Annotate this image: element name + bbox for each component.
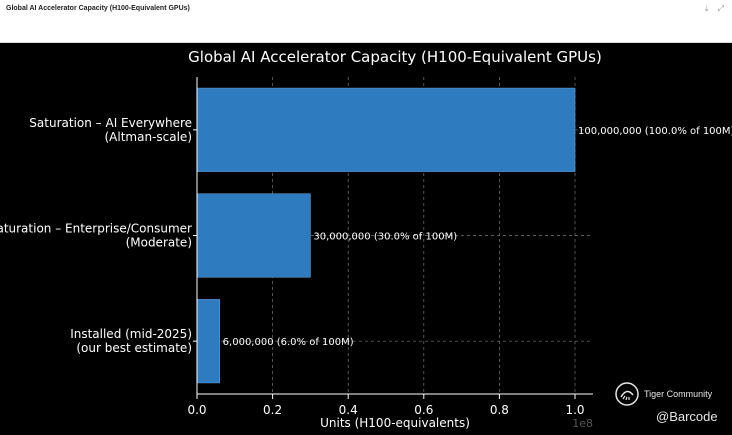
x-tick-label: 0.0: [187, 403, 206, 417]
download-icon[interactable]: ⤓: [705, 4, 709, 13]
bar: [196, 193, 311, 278]
watermark-handle: @Barcode: [656, 409, 718, 424]
data-label: 6,000,000 (6.0% of 100M): [223, 337, 354, 348]
category-label: Saturation – AI Everywhere (Altman-scale): [29, 116, 192, 144]
data-labels: 100,000,000 (100.0% of 100M) 30,000,000 (…: [223, 126, 732, 348]
category-label: Saturation – Enterprise/Consumer (Moderat…: [0, 222, 192, 250]
x-tick-label: 1.0: [565, 403, 584, 417]
x-offset-label: 1e8: [572, 417, 593, 430]
category-labels: Saturation – AI Everywhere (Altman-scale)…: [0, 116, 197, 355]
tiger-logo-icon: [615, 382, 639, 406]
bar-chart: Global AI Accelerator Capacity (H100-Equ…: [0, 48, 732, 430]
bar: [196, 299, 220, 384]
x-axis-label: Units (H100-equivalents): [320, 416, 470, 430]
window-titlebar: Global AI Accelerator Capacity (H100-Equ…: [0, 0, 732, 43]
x-tick-label: 0.2: [263, 403, 282, 417]
watermark-brand: Tiger Community: [644, 389, 713, 399]
window-controls: ⤓ ⤢: [705, 4, 724, 14]
data-label: 30,000,000 (30.0% of 100M): [313, 232, 457, 243]
x-tick-label: 0.8: [490, 403, 509, 417]
bar: [196, 87, 576, 172]
expand-icon[interactable]: ⤢: [717, 4, 724, 13]
x-tick-label: 0.6: [414, 403, 433, 417]
x-ticks: 0.0 0.2 0.4 0.6 0.8 1.0: [187, 394, 585, 417]
watermark: Tiger Community: [614, 378, 712, 410]
category-label: Installed (mid-2025) (our best estimate): [70, 327, 192, 355]
x-tick-label: 0.4: [339, 403, 358, 417]
window-title: Global AI Accelerator Capacity (H100-Equ…: [6, 5, 190, 12]
data-label: 100,000,000 (100.0% of 100M): [578, 126, 732, 137]
bars: [196, 87, 576, 384]
chart-title: Global AI Accelerator Capacity (H100-Equ…: [188, 48, 602, 66]
